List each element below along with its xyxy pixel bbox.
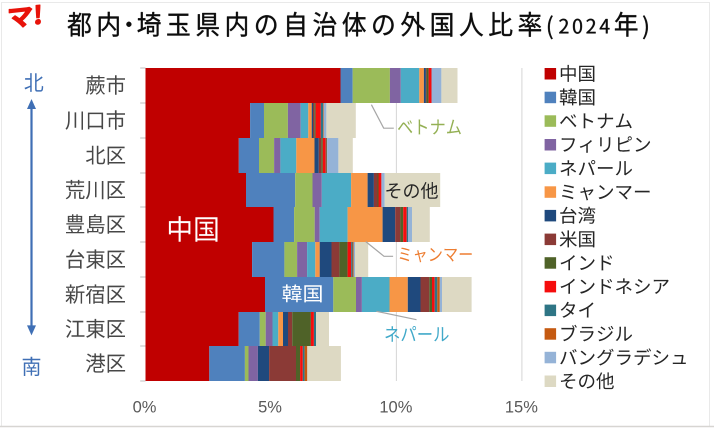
svg-text:0%: 0% [133,399,157,417]
svg-text:5%: 5% [258,399,282,417]
svg-text:10%: 10% [379,399,412,417]
svg-text:15%: 15% [505,399,538,417]
